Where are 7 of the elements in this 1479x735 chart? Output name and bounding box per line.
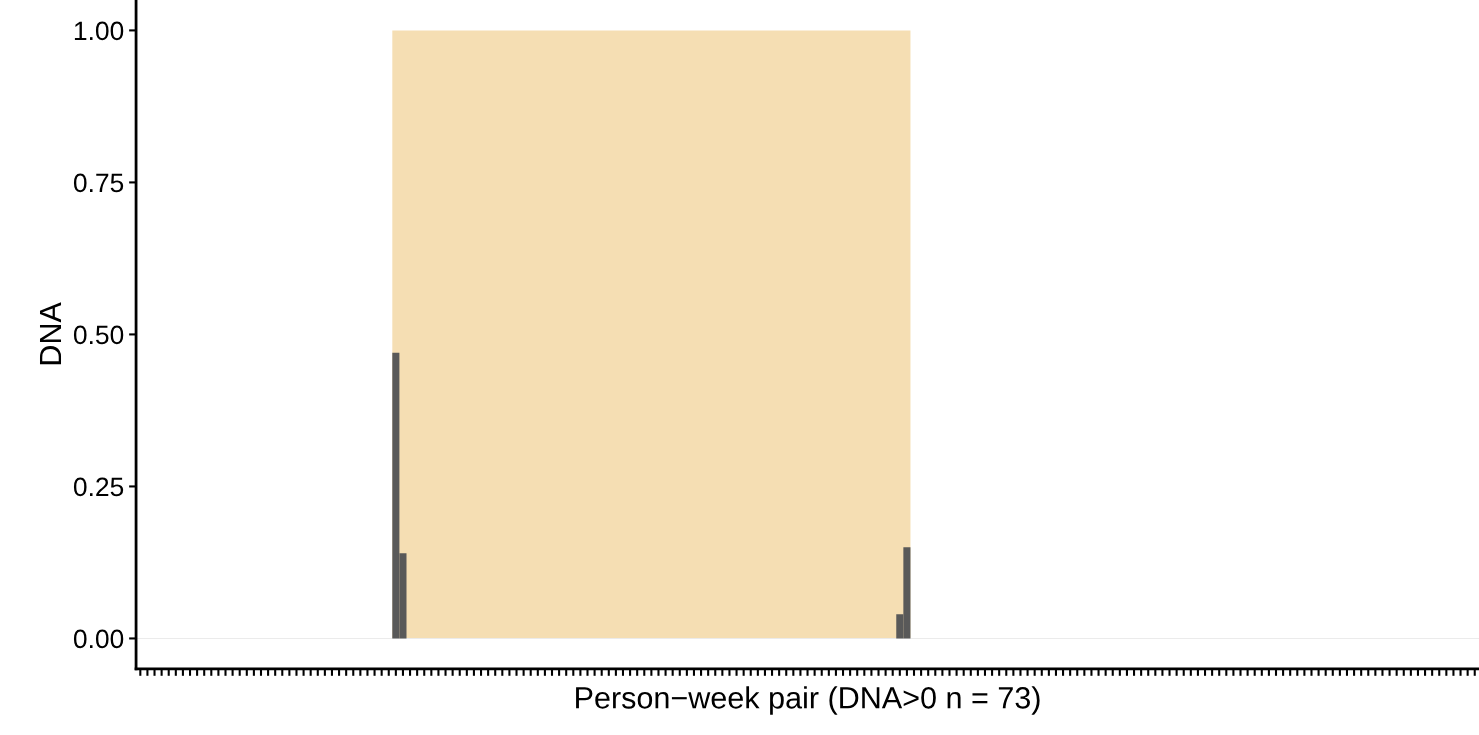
y-tick-label: 0.25	[73, 477, 124, 497]
x-axis-title: Person−week pair (DNA>0 n = 73)	[576, 686, 1040, 715]
y-tick-label: 0.75	[73, 173, 124, 193]
y-tick-label: 0.00	[73, 629, 124, 649]
y-tick-label: 1.00	[74, 21, 124, 41]
y-axis-title: DNA	[39, 302, 62, 365]
y-tick-label: 0.50	[73, 325, 124, 345]
